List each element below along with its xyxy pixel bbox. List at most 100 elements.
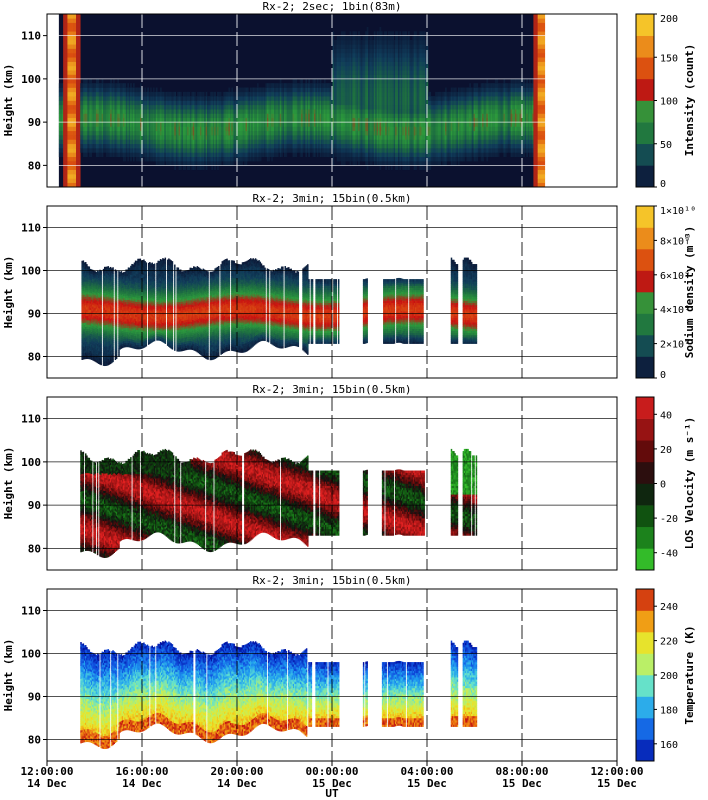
heatmap-cell [274, 96, 276, 101]
heatmap-cell [175, 100, 178, 106]
heatmap-cell [299, 130, 302, 136]
heatmap-cell [252, 156, 255, 162]
heatmap-cell [154, 91, 157, 97]
heatmap-cell [132, 109, 135, 114]
heatmap-cell [303, 100, 306, 106]
heatmap-cell [229, 135, 232, 140]
heatmap-cell [345, 117, 348, 123]
heatmap-cell [372, 130, 375, 136]
heatmap-cell [208, 143, 211, 149]
heatmap-cell [142, 91, 145, 97]
heatmap-cell [174, 117, 177, 123]
heatmap-cell [117, 139, 120, 145]
heatmap-cell [396, 31, 399, 36]
heatmap-cell [348, 143, 350, 149]
heatmap-cell [386, 48, 389, 54]
heatmap-cell [295, 143, 298, 149]
heatmap-cell [339, 35, 342, 41]
heatmap-cell [388, 100, 390, 106]
heatmap-cell [134, 109, 137, 114]
heatmap-cell [389, 130, 392, 136]
heatmap-cell [151, 139, 154, 145]
heatmap-cell [308, 126, 310, 132]
heatmap-cell [157, 122, 159, 127]
heatmap-cell [221, 139, 224, 145]
heatmap-cell [75, 87, 78, 93]
heatmap-cell [187, 143, 189, 149]
heatmap-cell [281, 130, 283, 136]
heatmap-cell [228, 143, 231, 149]
heatmap-cell [74, 26, 77, 32]
heatmap-cell [292, 126, 295, 132]
heatmap-cell [389, 117, 392, 123]
heatmap-cell [358, 83, 360, 88]
heatmap-cell [332, 113, 335, 119]
heatmap-cell [231, 96, 234, 101]
heatmap-cell [78, 113, 81, 119]
heatmap-cell [123, 83, 125, 88]
heatmap-cell [378, 113, 380, 119]
heatmap-cell [266, 100, 269, 106]
heatmap-cell [382, 104, 385, 110]
heatmap-cell [124, 91, 127, 97]
heatmap-cell [168, 135, 171, 140]
heatmap-cell [392, 74, 395, 80]
heatmap-cell [64, 52, 67, 58]
heatmap-cell [276, 104, 279, 110]
heatmap-cell [171, 156, 174, 162]
heatmap-cell [93, 130, 95, 136]
heatmap-cell [74, 44, 77, 49]
heatmap-cell [376, 126, 379, 132]
heatmap-cell [202, 109, 205, 114]
heatmap-cell [144, 139, 147, 145]
heatmap-cell [174, 135, 177, 140]
heatmap-cell [202, 100, 205, 106]
heatmap-cell [237, 117, 239, 123]
heatmap-cell [95, 148, 98, 153]
heatmap-cell [211, 139, 214, 145]
heatmap-cell [285, 130, 288, 136]
heatmap-cell [383, 104, 386, 110]
heatmap-cell [161, 117, 164, 123]
heatmap-cell [369, 78, 372, 84]
heatmap-cell [194, 96, 196, 101]
heatmap-cell [95, 104, 98, 110]
heatmap-cell [70, 74, 72, 80]
heatmap-cell [138, 135, 141, 140]
heatmap-cell [93, 135, 95, 140]
heatmap-cell [239, 96, 242, 101]
heatmap-cell [393, 113, 396, 119]
heatmap-cell [207, 161, 209, 166]
heatmap-cell [217, 148, 219, 153]
heatmap-cell [85, 87, 88, 93]
heatmap-cell [73, 18, 75, 23]
heatmap-cell [276, 135, 279, 140]
heatmap-cell [335, 109, 338, 114]
heatmap-cell [199, 113, 202, 119]
heatmap-cell [365, 156, 367, 162]
heatmap-cell [369, 113, 372, 119]
heatmap-cell [359, 122, 362, 127]
heatmap-cell [142, 148, 145, 153]
heatmap-cell [269, 91, 272, 97]
heatmap-cell [221, 143, 224, 149]
heatmap-cell [383, 148, 386, 153]
heatmap-cell [222, 143, 225, 149]
heatmap-cell [262, 113, 265, 119]
heatmap-cell [395, 143, 397, 149]
heatmap-cell [111, 83, 114, 88]
heatmap-cell [77, 61, 80, 67]
heatmap-cell [396, 91, 399, 97]
heatmap-cell [359, 44, 362, 49]
heatmap-cell [269, 139, 272, 145]
heatmap-cell [329, 122, 332, 127]
heatmap-cell [326, 87, 329, 93]
heatmap-cell [123, 126, 125, 132]
heatmap-cell [345, 74, 348, 80]
heatmap-cell [386, 122, 389, 127]
heatmap-cell [398, 52, 400, 58]
heatmap-cell [111, 135, 114, 140]
heatmap-cell [353, 152, 356, 158]
heatmap-cell [113, 117, 115, 123]
heatmap-cell [154, 156, 157, 162]
